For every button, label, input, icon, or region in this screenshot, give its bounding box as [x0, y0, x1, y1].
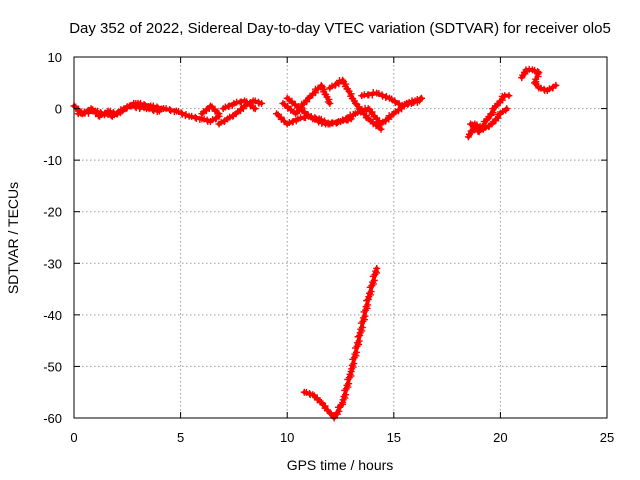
data-point [217, 118, 225, 126]
data-point [251, 105, 259, 113]
y-axis-label: SDTVAR / TECUs [5, 182, 21, 294]
data-point [361, 312, 369, 320]
y-tick-label: 0 [55, 102, 62, 117]
y-tick-label: 10 [48, 50, 62, 65]
data-point [364, 105, 372, 113]
data-point [499, 108, 507, 116]
data-point [302, 388, 310, 396]
x-tick-label: 0 [70, 430, 77, 445]
data-point [326, 409, 334, 417]
series-arc-2-4h [74, 102, 163, 120]
data-point [328, 82, 336, 90]
data-point [531, 79, 539, 87]
y-tick-label: -30 [43, 256, 62, 271]
data-point [104, 111, 112, 119]
data-point [342, 391, 350, 399]
x-axis-label: GPS time / hours [287, 457, 394, 473]
y-tick-label: -20 [43, 205, 62, 220]
data-point [324, 98, 332, 106]
data-point [317, 399, 325, 407]
data-point [345, 380, 353, 388]
data-point [367, 288, 375, 296]
data-point [326, 99, 334, 107]
data-point [418, 94, 426, 102]
y-tick-label: -50 [43, 359, 62, 374]
data-point [482, 116, 490, 124]
data-point [354, 333, 362, 341]
data-point [317, 81, 325, 89]
series-arc-18-20h-b [467, 92, 513, 136]
data-point [209, 116, 217, 124]
data-point [226, 113, 234, 121]
data-point [416, 95, 424, 103]
data-points [70, 65, 560, 422]
series-arc-7-9h-b [219, 97, 259, 113]
data-point [370, 276, 378, 284]
series-arc-10-12h [283, 94, 342, 128]
data-point [101, 109, 109, 117]
data-point [140, 100, 148, 108]
series-arc-3-7h [134, 99, 223, 125]
data-point [535, 68, 543, 76]
data-point [552, 81, 560, 89]
x-tick-label: 20 [493, 430, 507, 445]
data-point [505, 92, 513, 100]
data-point [153, 103, 161, 111]
data-point [339, 76, 347, 84]
data-point [258, 99, 266, 107]
data-point [352, 348, 360, 356]
x-tick-label: 15 [387, 430, 401, 445]
x-tick-label: 5 [177, 430, 184, 445]
chart-title: Day 352 of 2022, Sidereal Day-to-day VTE… [69, 20, 611, 37]
data-point [311, 115, 319, 123]
data-point [545, 85, 553, 93]
data-point [188, 112, 196, 120]
y-tick-label: -60 [43, 411, 62, 426]
data-point [537, 84, 545, 92]
series-arc-11-14h-low [300, 264, 381, 422]
x-tick-label: 10 [280, 430, 294, 445]
data-point [93, 107, 101, 115]
data-point [251, 97, 259, 105]
data-point [358, 323, 366, 331]
y-tick-label: -10 [43, 153, 62, 168]
data-point [149, 102, 157, 110]
plot-frame [73, 56, 608, 419]
data-point [137, 99, 145, 107]
data-point [503, 105, 511, 113]
data-point [375, 89, 383, 97]
series-arc-21-23h [518, 65, 560, 95]
data-point [491, 103, 499, 111]
data-point [332, 81, 340, 89]
data-point [191, 113, 199, 121]
data-point [128, 102, 136, 110]
data-point [350, 360, 358, 368]
data-point [373, 264, 381, 272]
x-tick-label: 25 [600, 430, 614, 445]
data-point [215, 110, 223, 118]
axis-ticks: 0 5 10 15 20 25 10 0 -10 -20 -30 -40 -50 -60 [43, 50, 614, 445]
data-point [531, 66, 539, 74]
series-arc-12-14h [326, 76, 385, 133]
series-arc-6-8h [198, 102, 223, 118]
data-point [132, 104, 140, 112]
data-point [363, 297, 371, 305]
data-point [162, 105, 170, 113]
data-point [200, 115, 208, 123]
data-point [166, 106, 174, 114]
series-arc-13-16h [358, 89, 426, 110]
y-tick-label: -40 [43, 308, 62, 323]
data-point [136, 104, 144, 112]
data-point [174, 108, 182, 116]
data-point [351, 99, 359, 107]
